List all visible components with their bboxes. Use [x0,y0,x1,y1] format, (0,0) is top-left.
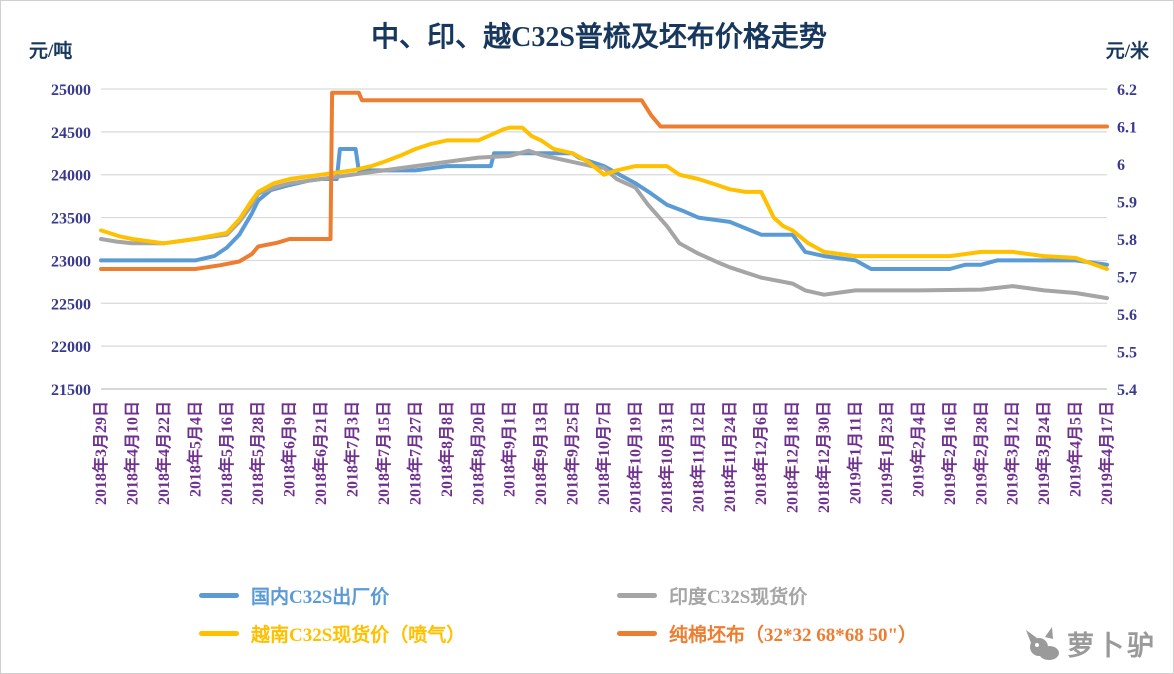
y-axis-label-right: 6 [1117,157,1125,174]
series-line-3 [99,90,1109,271]
left-axis-unit: 元/吨 [29,39,72,62]
y-axis-label-left: 23500 [51,211,91,228]
y-axis-label-right: 5.4 [1117,382,1137,399]
y-axis-label-right: 6.1 [1117,120,1137,137]
chart-title: 中、印、越C32S普梳及坯布价格走势 [371,20,827,53]
watermark-text: 萝卜驴 [1067,631,1157,661]
y-axis-label-left: 21500 [51,382,91,399]
y-axis-label-left: 22000 [51,339,91,356]
x-axis-label: 2018年4月10日 [122,401,141,505]
x-axis-label: 2019年4月5日 [1066,401,1085,497]
x-axis-label: 2018年10月7日 [594,401,613,505]
x-axis-label: 2018年5月16日 [217,401,236,505]
y-axis-label-right: 6.2 [1117,82,1137,99]
series-layer [99,90,1109,301]
x-axis-label: 2018年8月20日 [468,401,487,505]
x-axis-label: 2019年1月23日 [877,401,896,505]
y-axis-label-left: 25000 [51,82,91,99]
price-trend-chart: 中、印、越C32S普梳及坯布价格走势 元/吨 元/米 25000 24500 240… [29,20,1150,513]
legend-label: 纯棉坯布（32*32 68*68 50"） [669,625,918,646]
y-axis-label-left: 22500 [51,296,91,313]
legend-item: 印度C32S现货价 [617,582,917,609]
x-axis-label: 2018年5月4日 [185,401,204,497]
axis-layer: 25000 24500 24000 23500 23000 22500 22000 21500… [51,82,1137,513]
x-axis-label: 2018年9月13日 [531,401,550,505]
x-axis-label: 2018年10月19日 [625,401,644,513]
legend-item: 国内C32S出厂价 [199,582,617,609]
x-axis-label: 2019年3月24日 [1034,401,1053,505]
y-axis-label-right: 5.8 [1117,232,1137,249]
x-axis-label: 2018年7月15日 [374,401,393,505]
x-axis-label: 2019年2月28日 [971,401,990,505]
x-axis-label: 2019年1月11日 [846,401,865,504]
x-axis-label: 2018年9月25日 [563,401,582,505]
x-axis-label: 2018年3月29日 [91,401,110,505]
x-axis-label: 2019年3月12日 [1003,401,1022,505]
x-axis-label: 2018年9月1日 [500,401,519,497]
legend-swatch [617,593,657,598]
legend-swatch [199,593,239,598]
series-line-2 [99,125,1109,271]
y-axis-label-right: 5.7 [1117,270,1137,287]
x-axis-label: 2018年11月24日 [720,401,739,512]
x-axis-label: 2019年2月4日 [908,401,927,497]
x-axis-label: 2018年6月9日 [280,401,299,497]
series-line-1 [99,148,1109,301]
grid-layer [101,88,1107,390]
donkey-logo-icon [1026,626,1059,660]
x-axis-label: 2018年11月12日 [688,401,707,512]
legend-item: 纯棉坯布（32*32 68*68 50"） [617,620,917,647]
legend-label: 印度C32S现货价 [669,587,808,608]
y-axis-label-right: 5.6 [1117,307,1137,324]
legend-label: 国内C32S出厂价 [251,587,390,608]
y-axis-label-left: 24500 [51,125,91,142]
y-axis-label-left: 24000 [51,168,91,185]
right-axis-unit: 元/米 [1106,39,1150,62]
x-axis-label: 2018年4月22日 [154,401,173,505]
x-axis-label: 2018年12月18日 [783,401,802,513]
x-axis-label: 2018年7月27日 [405,401,424,505]
x-axis-label: 2018年5月28日 [248,401,267,505]
x-axis-label: 2018年12月30日 [814,401,833,513]
y-axis-label-left: 23000 [51,253,91,270]
chart-legend: 国内C32S出厂价 印度C32S现货价越南C32S现货价（喷气） 纯棉坯布（32*3… [199,582,917,647]
x-axis-label: 2018年12月6日 [751,401,770,505]
y-axis-label-right: 5.9 [1117,195,1137,212]
x-axis-label: 2018年6月21日 [311,401,330,505]
x-axis-label: 2019年2月16日 [940,401,959,505]
watermark: 萝卜驴 [1024,624,1157,663]
x-axis-label: 2018年7月3日 [343,401,362,497]
y-axis-label-right: 5.5 [1117,345,1137,362]
legend-label: 越南C32S现货价（喷气） [251,625,466,646]
legend-swatch [617,631,657,636]
legend-swatch [199,631,239,636]
x-axis-label: 2018年10月31日 [657,401,676,513]
x-axis-label: 2019年4月17日 [1097,401,1116,505]
x-axis-label: 2018年8月8日 [437,401,456,497]
legend-item: 越南C32S现货价（喷气） [199,620,617,647]
